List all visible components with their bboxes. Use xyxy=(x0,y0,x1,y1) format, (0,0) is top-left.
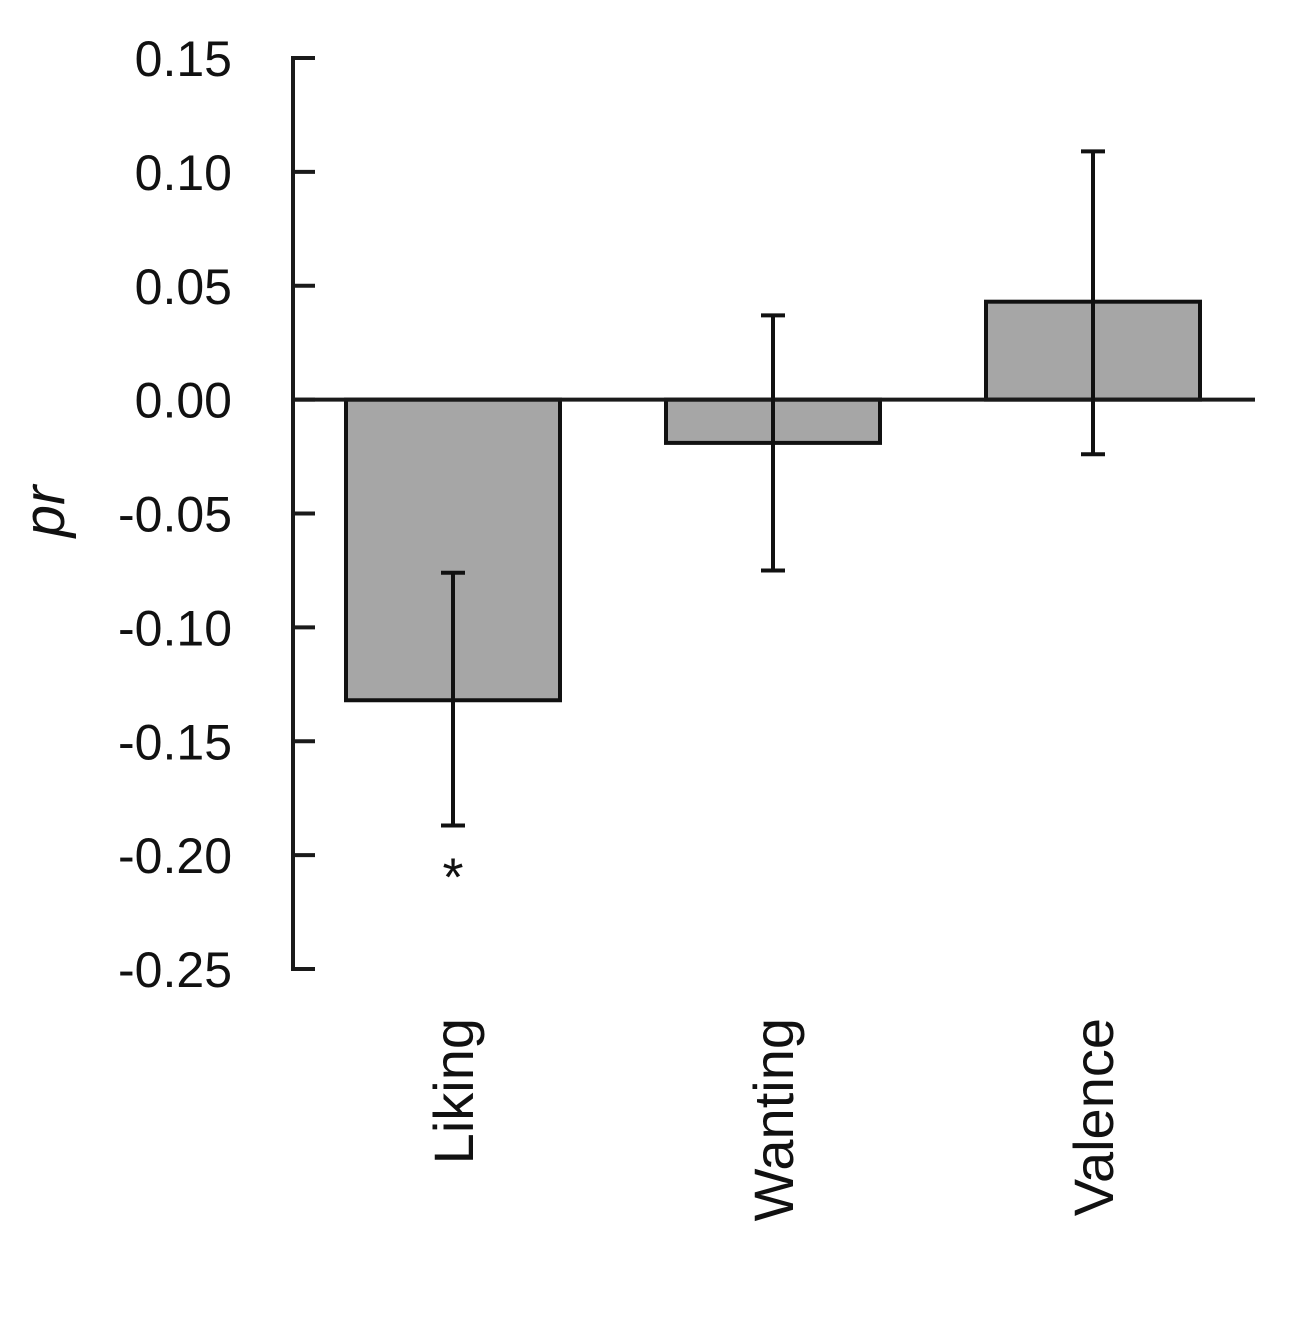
y-tick-label: -0.20 xyxy=(118,828,232,884)
y-tick-label: 0.10 xyxy=(135,145,232,201)
error-bar-liking xyxy=(441,570,465,828)
error-bars xyxy=(441,149,1105,828)
y-tick-label: -0.25 xyxy=(118,942,232,998)
error-bar-wanting xyxy=(761,313,785,573)
error-bar-valence xyxy=(1081,149,1105,457)
y-tick-label: 0.15 xyxy=(135,31,232,87)
y-tick-label: -0.15 xyxy=(118,714,232,770)
x-tick-label-valence: Valence xyxy=(1062,1018,1125,1216)
y-tick-label: 0.05 xyxy=(135,259,232,315)
y-axis-ticks: 0.15 0.10 0.05 0.00 -0.05 -0.10 -0.15 -0.20 -0.2… xyxy=(118,31,315,998)
x-tick-label-liking: Liking xyxy=(422,1018,485,1164)
y-axis-label: pr xyxy=(12,483,77,539)
x-tick-label-wanting: Wanting xyxy=(742,1018,805,1221)
y-tick-label: -0.10 xyxy=(118,600,232,656)
significance-marker: * xyxy=(442,848,463,908)
y-tick-label: 0.00 xyxy=(135,373,232,429)
y-tick-label: -0.05 xyxy=(118,487,232,543)
x-axis-labels: Liking Wanting Valence xyxy=(422,1018,1125,1221)
annotations: * xyxy=(442,848,463,908)
